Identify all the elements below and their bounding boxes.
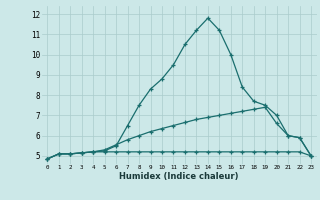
X-axis label: Humidex (Indice chaleur): Humidex (Indice chaleur): [119, 172, 239, 181]
